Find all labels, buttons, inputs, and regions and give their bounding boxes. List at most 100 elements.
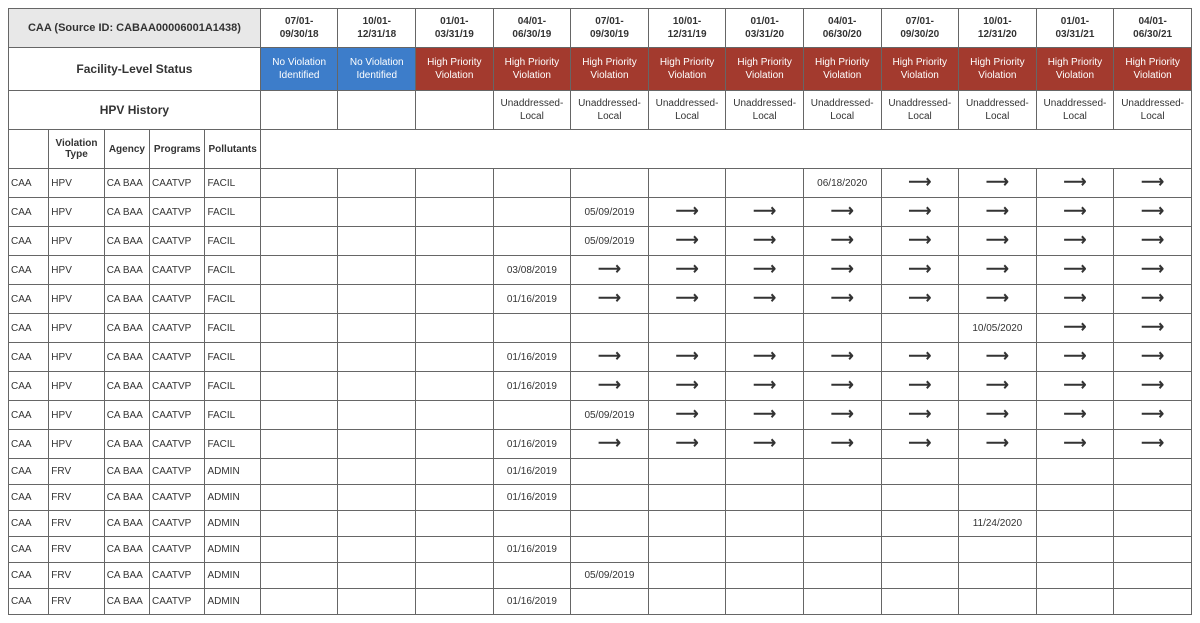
data-cell: 01/16/2019 <box>493 372 571 401</box>
data-cell: ⟶ <box>959 169 1037 198</box>
meta-cell: HPV <box>49 227 104 256</box>
data-cell: ⟶ <box>803 198 881 227</box>
arrow-icon: ⟶ <box>753 203 776 220</box>
arrow-icon: ⟶ <box>676 377 699 394</box>
data-cell <box>416 372 494 401</box>
meta-cell: CAATVP <box>150 256 205 285</box>
meta-cell: ADMIN <box>205 485 260 511</box>
data-cell: ⟶ <box>803 401 881 430</box>
data-cell: ⟶ <box>648 401 726 430</box>
data-cell <box>260 485 338 511</box>
data-cell <box>416 401 494 430</box>
meta-cell: FACIL <box>205 227 260 256</box>
data-cell <box>648 511 726 537</box>
arrow-icon: ⟶ <box>676 348 699 365</box>
meta-cell: CAA <box>9 401 49 430</box>
data-cell: 10/05/2020 <box>959 314 1037 343</box>
compliance-table: CAA (Source ID: CABAA00006001A1438) 07/0… <box>8 8 1192 615</box>
data-cell <box>959 485 1037 511</box>
meta-cell: CA BAA <box>104 314 149 343</box>
data-cell <box>648 563 726 589</box>
data-cell <box>1114 485 1192 511</box>
arrow-icon: ⟶ <box>986 290 1009 307</box>
hpv-history-cell: Unaddressed-Local <box>571 91 649 130</box>
data-cell <box>260 401 338 430</box>
table-row: CAAHPVCA BAACAATVPFACIL01/16/2019⟶⟶⟶⟶⟶⟶⟶… <box>9 343 1192 372</box>
data-cell: ⟶ <box>726 372 804 401</box>
data-cell: 05/09/2019 <box>571 563 649 589</box>
data-cell: ⟶ <box>881 256 959 285</box>
meta-cell: FRV <box>49 537 104 563</box>
meta-cell: CA BAA <box>104 430 149 459</box>
data-cell: ⟶ <box>726 198 804 227</box>
arrow-icon: ⟶ <box>831 203 854 220</box>
meta-cell: FRV <box>49 459 104 485</box>
meta-cell: CAA <box>9 227 49 256</box>
data-cell <box>493 169 571 198</box>
hpv-history-cell: Unaddressed-Local <box>726 91 804 130</box>
meta-cell: CA BAA <box>104 563 149 589</box>
data-cell: ⟶ <box>1036 314 1114 343</box>
data-cell: ⟶ <box>1036 401 1114 430</box>
meta-cell: CA BAA <box>104 537 149 563</box>
arrow-icon: ⟶ <box>1063 203 1086 220</box>
arrow-icon: ⟶ <box>1063 174 1086 191</box>
source-id-header: CAA (Source ID: CABAA00006001A1438) <box>9 9 261 48</box>
table-row: CAAHPVCA BAACAATVPFACIL05/09/2019⟶⟶⟶⟶⟶⟶⟶ <box>9 227 1192 256</box>
arrow-icon: ⟶ <box>753 406 776 423</box>
data-cell: ⟶ <box>648 430 726 459</box>
meta-cell: CAA <box>9 314 49 343</box>
data-cell <box>571 459 649 485</box>
data-cell: ⟶ <box>803 430 881 459</box>
data-cell: ⟶ <box>1114 343 1192 372</box>
meta-cell: CAA <box>9 198 49 227</box>
sub-header <box>9 130 49 169</box>
hpv-history-header: HPV History <box>9 91 261 130</box>
period-header: 10/01-12/31/18 <box>338 9 416 48</box>
meta-cell: CAA <box>9 589 49 615</box>
data-cell <box>260 563 338 589</box>
arrow-icon: ⟶ <box>986 435 1009 452</box>
meta-cell: HPV <box>49 285 104 314</box>
data-cell: ⟶ <box>726 285 804 314</box>
meta-cell: HPV <box>49 256 104 285</box>
data-cell: ⟶ <box>571 285 649 314</box>
meta-cell: HPV <box>49 430 104 459</box>
data-cell: ⟶ <box>571 256 649 285</box>
table-row: CAAFRVCA BAACAATVPADMIN01/16/2019 <box>9 589 1192 615</box>
data-cell: ⟶ <box>1036 227 1114 256</box>
arrow-icon: ⟶ <box>831 290 854 307</box>
status-high-priority-violation: High PriorityViolation <box>1114 48 1192 91</box>
arrow-icon: ⟶ <box>908 348 931 365</box>
arrow-icon: ⟶ <box>676 232 699 249</box>
data-cell <box>416 430 494 459</box>
hpv-history-cell <box>260 91 338 130</box>
meta-cell: CAATVP <box>150 314 205 343</box>
arrow-icon: ⟶ <box>1063 435 1086 452</box>
data-cell <box>260 459 338 485</box>
data-cell: 01/16/2019 <box>493 285 571 314</box>
meta-cell: CA BAA <box>104 285 149 314</box>
data-cell: ⟶ <box>1036 198 1114 227</box>
meta-cell: ADMIN <box>205 459 260 485</box>
meta-cell: CA BAA <box>104 198 149 227</box>
data-cell <box>338 563 416 589</box>
meta-cell: CAA <box>9 485 49 511</box>
data-cell <box>416 285 494 314</box>
arrow-icon: ⟶ <box>908 174 931 191</box>
data-cell <box>416 537 494 563</box>
period-header: 04/01-06/30/19 <box>493 9 571 48</box>
table-row: CAAHPVCA BAACAATVPFACIL10/05/2020⟶⟶ <box>9 314 1192 343</box>
hpv-history-cell: Unaddressed-Local <box>493 91 571 130</box>
data-cell: 01/16/2019 <box>493 589 571 615</box>
data-cell: ⟶ <box>1114 372 1192 401</box>
data-cell <box>881 511 959 537</box>
sub-header: ViolationType <box>49 130 104 169</box>
data-cell <box>338 589 416 615</box>
data-cell <box>338 401 416 430</box>
data-cell <box>493 511 571 537</box>
data-cell <box>493 227 571 256</box>
data-cell <box>416 256 494 285</box>
meta-cell: FACIL <box>205 256 260 285</box>
meta-cell: HPV <box>49 198 104 227</box>
